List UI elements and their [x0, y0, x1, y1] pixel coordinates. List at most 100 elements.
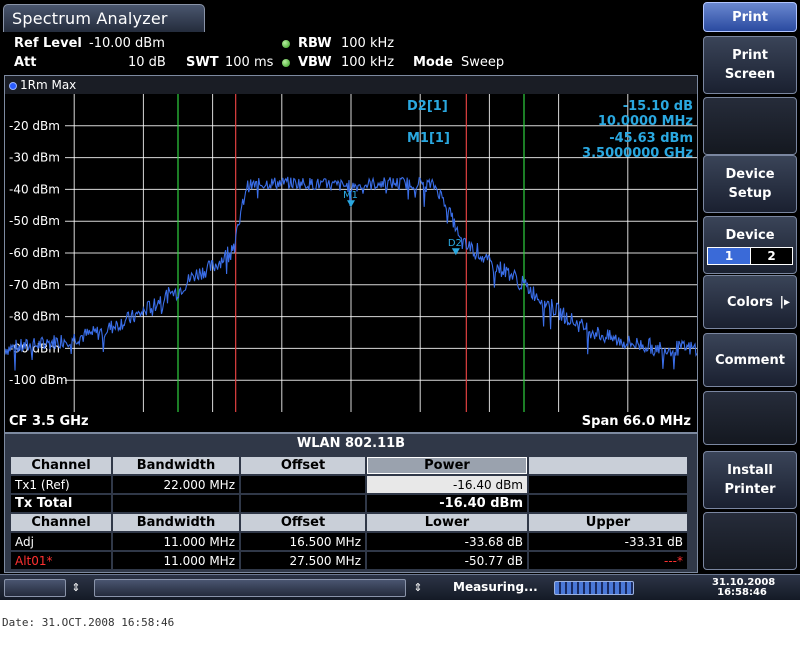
span-value[interactable]: Span 66.0 MHz — [581, 414, 691, 429]
att-value[interactable]: 10 dB — [128, 55, 166, 70]
table-row: Adj 11.000 MHz 16.500 MHz -33.68 dB -33.… — [11, 533, 687, 550]
device-setup-label-1: Device — [725, 167, 775, 182]
cell-empty — [529, 476, 687, 493]
swt-value[interactable]: 100 ms — [225, 55, 274, 70]
comment-label: Comment — [715, 352, 785, 368]
comment-button[interactable]: Comment — [703, 333, 797, 387]
acp-result-table: WLAN 802.11B Channel Bandwidth Offset Po… — [4, 433, 698, 573]
cell-offset: 16.500 MHz — [241, 533, 365, 550]
frequency-footer: CF 3.5 GHz Span 66.0 MHz — [5, 412, 697, 432]
install-printer-label-2: Printer — [724, 482, 776, 497]
install-printer-label-1: Install — [727, 463, 773, 478]
spectrum-plot[interactable]: -20 dBm -30 dBm -40 dBm -50 dBm -60 dBm -70 d… — [5, 94, 697, 412]
install-printer-button[interactable]: Install Printer — [703, 451, 797, 509]
analyzer-screen: Spectrum Analyzer Ref Level -10.00 dBm A… — [0, 0, 800, 600]
colors-label: Colors — [726, 294, 773, 310]
device-option-1[interactable]: 1 — [708, 247, 750, 264]
y-tick-label: -60 dBm — [9, 246, 60, 260]
updown-arrow-icon[interactable]: ⇕ — [413, 581, 423, 594]
table-header-row: Channel Bandwidth Offset Lower Upper — [11, 514, 687, 531]
cell-offset: 27.500 MHz — [241, 552, 365, 569]
print-screen-label-1: Print — [732, 48, 768, 63]
y-tick-label: -100 dBm — [9, 373, 68, 387]
header-upper: Upper — [529, 514, 687, 531]
rbw-value[interactable]: 100 kHz — [341, 36, 395, 51]
ref-level-label: Ref Level — [14, 36, 82, 51]
delta-marker-tag: D2 — [448, 238, 462, 249]
spectrum-trace — [5, 176, 697, 371]
status-field-1[interactable] — [4, 579, 66, 597]
print-screen-label-2: Screen — [724, 67, 776, 82]
submenu-arrow-icon: |▸ — [779, 294, 790, 309]
cell-bandwidth: 22.000 MHz — [113, 476, 239, 493]
marker-1-label: M1[1] — [407, 131, 450, 146]
cell-bandwidth: 11.000 MHz — [113, 533, 239, 550]
cell-empty — [529, 495, 687, 512]
mode-value[interactable]: Sweep — [461, 55, 505, 70]
delta-marker-frequency: 10.0000 MHz — [598, 114, 693, 129]
status-datetime: 31.10.2008 16:58:46 — [712, 578, 775, 598]
cell-channel: Tx1 (Ref) — [11, 476, 111, 493]
marker-1-level: -45.63 dBm — [609, 131, 693, 146]
table-header-row: Channel Bandwidth Offset Power — [11, 457, 687, 474]
mode-label: Mode — [413, 55, 453, 70]
vbw-label: VBW — [298, 55, 332, 70]
y-tick-label: -30 dBm — [9, 151, 60, 165]
delta-marker-level: -15.10 dB — [623, 99, 693, 114]
empty-softkey[interactable] — [703, 97, 797, 155]
cell-channel: Alt01* — [11, 552, 111, 569]
cell-upper: -33.31 dB — [529, 533, 687, 550]
device-label: Device — [725, 227, 775, 243]
header-power: Power — [367, 457, 527, 474]
y-tick-label: -50 dBm — [9, 214, 60, 228]
cell-offset — [241, 476, 365, 493]
cell-upper: ---* — [529, 552, 687, 569]
cell-empty — [113, 495, 239, 512]
header-channel: Channel — [11, 514, 111, 531]
colors-button[interactable]: Colors |▸ — [703, 275, 797, 329]
cell-channel: Adj — [11, 533, 111, 550]
trace-info-bar: 1Rm Max — [5, 76, 697, 94]
results-table: Channel Bandwidth Offset Power Tx1 (Ref)… — [9, 455, 689, 571]
empty-softkey[interactable] — [703, 391, 797, 445]
print-menu-button[interactable]: Print — [703, 2, 797, 32]
sweep-progress-bar — [554, 581, 634, 595]
device-select-button[interactable]: Device 1 2 — [703, 216, 797, 274]
att-label: Att — [14, 55, 37, 70]
vbw-value[interactable]: 100 kHz — [341, 55, 395, 70]
empty-softkey[interactable] — [703, 512, 797, 570]
header-bandwidth: Bandwidth — [113, 514, 239, 531]
y-tick-label: -80 dBm — [9, 310, 60, 324]
delta-marker-icon — [451, 248, 460, 256]
vbw-coupled-icon — [282, 59, 290, 67]
y-tick-label: -20 dBm — [9, 119, 60, 133]
device-setup-label-2: Setup — [728, 186, 772, 201]
status-field-2[interactable] — [94, 579, 406, 597]
device-setup-button[interactable]: Device Setup — [703, 155, 797, 213]
y-tick-label: -70 dBm — [9, 278, 60, 292]
spectrum-diagram[interactable]: 1Rm Max -20 dBm -30 dBm -40 dBm -50 dBm -60 … — [4, 75, 698, 433]
table-row: Alt01* 11.000 MHz 27.500 MHz -50.77 dB -… — [11, 552, 687, 569]
cell-empty — [241, 495, 365, 512]
marker-1-frequency: 3.5000000 GHz — [582, 146, 693, 161]
center-frequency[interactable]: CF 3.5 GHz — [9, 414, 89, 429]
cell-lower: -50.77 dB — [367, 552, 527, 569]
cell-channel: Tx Total — [11, 495, 111, 512]
softkey-panel: Print Print Screen Device Setup Device 1… — [700, 0, 800, 574]
device-toggle[interactable]: 1 2 — [707, 246, 793, 265]
table-title: WLAN 802.11B — [296, 436, 406, 451]
ref-level-value[interactable]: -10.00 dBm — [89, 36, 165, 51]
cell-lower: -33.68 dB — [367, 533, 527, 550]
header-channel: Channel — [11, 457, 111, 474]
cell-power: -16.40 dBm — [367, 495, 527, 512]
updown-arrow-icon[interactable]: ⇕ — [71, 581, 81, 594]
print-screen-button[interactable]: Print Screen — [703, 36, 797, 94]
cell-bandwidth: 11.000 MHz — [113, 552, 239, 569]
y-tick-label: -40 dBm — [9, 182, 60, 196]
device-option-2[interactable]: 2 — [750, 247, 792, 264]
status-bar: ⇕ ⇕ Measuring... 31.10.2008 16:58:46 — [0, 574, 800, 600]
print-menu-label: Print — [732, 9, 768, 25]
table-row-total: Tx Total -16.40 dBm — [11, 495, 687, 512]
header-offset: Offset — [241, 514, 365, 531]
header-offset: Offset — [241, 457, 365, 474]
